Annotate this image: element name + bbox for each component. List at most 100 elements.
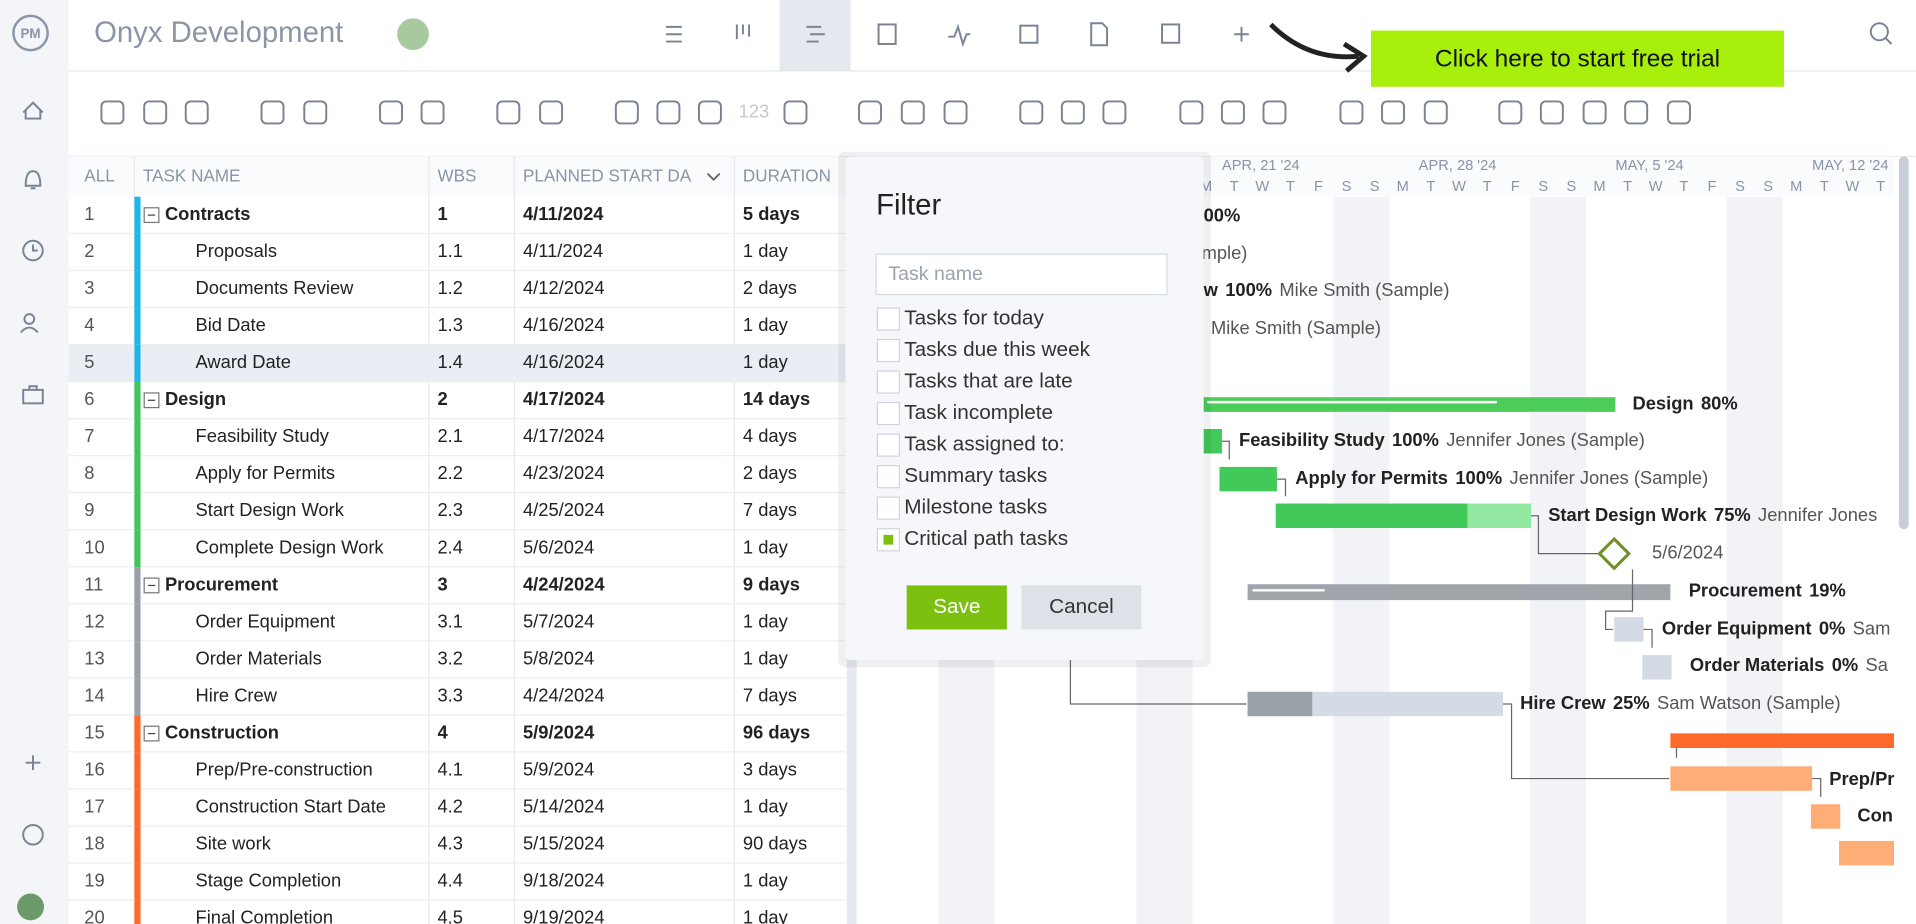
checkbox[interactable]: [876, 465, 900, 489]
column-header[interactable]: PLANNED START DA: [523, 167, 692, 186]
cell: 1.4: [437, 351, 462, 372]
tool-icon[interactable]: [539, 100, 564, 125]
checkbox[interactable]: [876, 338, 900, 363]
option-label[interactable]: Critical path tasks: [904, 527, 1068, 550]
day-label: M: [1397, 179, 1409, 195]
cell: 1.2: [437, 277, 462, 298]
cell: 4/24/2024: [523, 684, 605, 705]
cell: Final Completion: [196, 907, 334, 924]
tool-icon[interactable]: [379, 100, 403, 125]
cell: 9 days: [743, 573, 800, 594]
tool-icon[interactable]: [184, 100, 209, 125]
tool-icon[interactable]: [143, 100, 168, 125]
tool-icon[interactable]: [260, 100, 285, 125]
option-label[interactable]: Task incomplete: [904, 401, 1053, 424]
cell: 1 day: [743, 351, 789, 372]
tool-icon[interactable]: [943, 100, 968, 125]
task-bar[interactable]: [1247, 691, 1313, 717]
tool-icon[interactable]: [1179, 100, 1204, 125]
task-bar[interactable]: [1275, 503, 1468, 528]
tool-icon[interactable]: [1220, 100, 1245, 125]
tool-icon[interactable]: [783, 100, 808, 125]
option-label[interactable]: Tasks due this week: [904, 338, 1090, 361]
cta-text[interactable]: Click here to start free trial: [1435, 45, 1720, 72]
toolbar[interactable]: [100, 100, 1691, 125]
column-header[interactable]: WBS: [437, 167, 476, 186]
tool-icon[interactable]: [303, 100, 328, 125]
cell: 1: [437, 203, 447, 224]
tool-icon[interactable]: [614, 100, 639, 125]
milestone[interactable]: [1597, 536, 1632, 571]
checkbox[interactable]: [876, 307, 900, 331]
save-button[interactable]: [906, 585, 1007, 630]
dependency-link: [1502, 703, 1670, 780]
cell: 3.1: [437, 610, 462, 631]
tool-icon[interactable]: [656, 100, 681, 125]
cell: 18: [84, 833, 104, 854]
tool-icon[interactable]: [858, 100, 882, 125]
task-bar[interactable]: [1810, 804, 1841, 829]
tool-icon[interactable]: [1060, 100, 1085, 125]
filter-input[interactable]: [875, 253, 1168, 296]
tool-icon[interactable]: [1498, 100, 1523, 125]
task-bar[interactable]: [1203, 429, 1222, 454]
tool-icon[interactable]: [1423, 100, 1448, 125]
column-header[interactable]: DURATION: [743, 167, 831, 186]
cell: 7 days: [743, 684, 797, 705]
cell: 4.2: [437, 795, 462, 816]
project-avatar[interactable]: [397, 18, 429, 51]
checkbox[interactable]: [876, 433, 900, 457]
cell: Site work: [196, 833, 272, 854]
column-header[interactable]: TASK NAME: [143, 167, 241, 186]
checkbox[interactable]: [876, 370, 900, 394]
tool-icon[interactable]: [900, 100, 925, 125]
checkbox[interactable]: [876, 496, 900, 520]
tool-icon[interactable]: [1582, 100, 1607, 125]
save-label[interactable]: Save: [933, 595, 980, 618]
tool-icon[interactable]: [1624, 100, 1649, 125]
option-label[interactable]: Task assigned to:: [904, 433, 1064, 456]
logo[interactable]: [12, 14, 49, 52]
tool-icon[interactable]: [697, 100, 722, 125]
tool-icon[interactable]: [1102, 100, 1127, 125]
bar-label: Apply for Permits 100% Jennifer Jones (Sam…: [1295, 467, 1708, 488]
cta-button[interactable]: [1371, 30, 1785, 87]
tool-icon[interactable]: [1019, 100, 1044, 125]
bar-label: Hire Crew 25% Sam Watson (Sample): [1520, 692, 1841, 713]
column-header[interactable]: ALL: [84, 167, 114, 186]
task-bar[interactable]: [1670, 766, 1813, 791]
view-tabs[interactable]: [665, 22, 1893, 48]
scrollbar[interactable]: [1898, 156, 1909, 530]
checkbox[interactable]: [876, 401, 900, 426]
sidebar-icons[interactable]: [20, 101, 44, 846]
task-bar[interactable]: [1219, 466, 1277, 492]
task-bar[interactable]: [1247, 584, 1671, 601]
dependency-link: [1605, 569, 1634, 631]
selected-row: [68, 344, 846, 382]
tool-icon[interactable]: [420, 100, 445, 125]
sort-arrow[interactable]: [706, 172, 721, 181]
tool-icon[interactable]: [100, 100, 125, 125]
task-bar[interactable]: [1203, 397, 1616, 412]
task-bar[interactable]: [1642, 655, 1672, 680]
user-avatar[interactable]: [17, 893, 44, 921]
task-bar[interactable]: [1467, 503, 1532, 528]
option-label[interactable]: Tasks for today: [904, 306, 1044, 329]
task-bar[interactable]: [1839, 840, 1895, 866]
option-label[interactable]: Milestone tasks: [904, 496, 1047, 519]
task-bar[interactable]: [1312, 691, 1503, 717]
tool-icon[interactable]: [496, 100, 521, 125]
cell: 13: [84, 647, 104, 668]
cancel-label[interactable]: Cancel: [1049, 595, 1114, 618]
tool-icon[interactable]: [1262, 100, 1287, 125]
active-tab[interactable]: [779, 0, 851, 71]
task-bar[interactable]: [1614, 617, 1644, 642]
option-label[interactable]: Tasks that are late: [904, 370, 1073, 393]
tool-icon[interactable]: [1381, 100, 1405, 125]
task-bar[interactable]: [1670, 733, 1895, 748]
option-label[interactable]: Summary tasks: [904, 464, 1047, 487]
tool-icon[interactable]: [1339, 100, 1364, 125]
tool-icon[interactable]: [1666, 100, 1691, 125]
tool-icon[interactable]: [1539, 100, 1564, 125]
cancel-button[interactable]: [1021, 585, 1142, 630]
